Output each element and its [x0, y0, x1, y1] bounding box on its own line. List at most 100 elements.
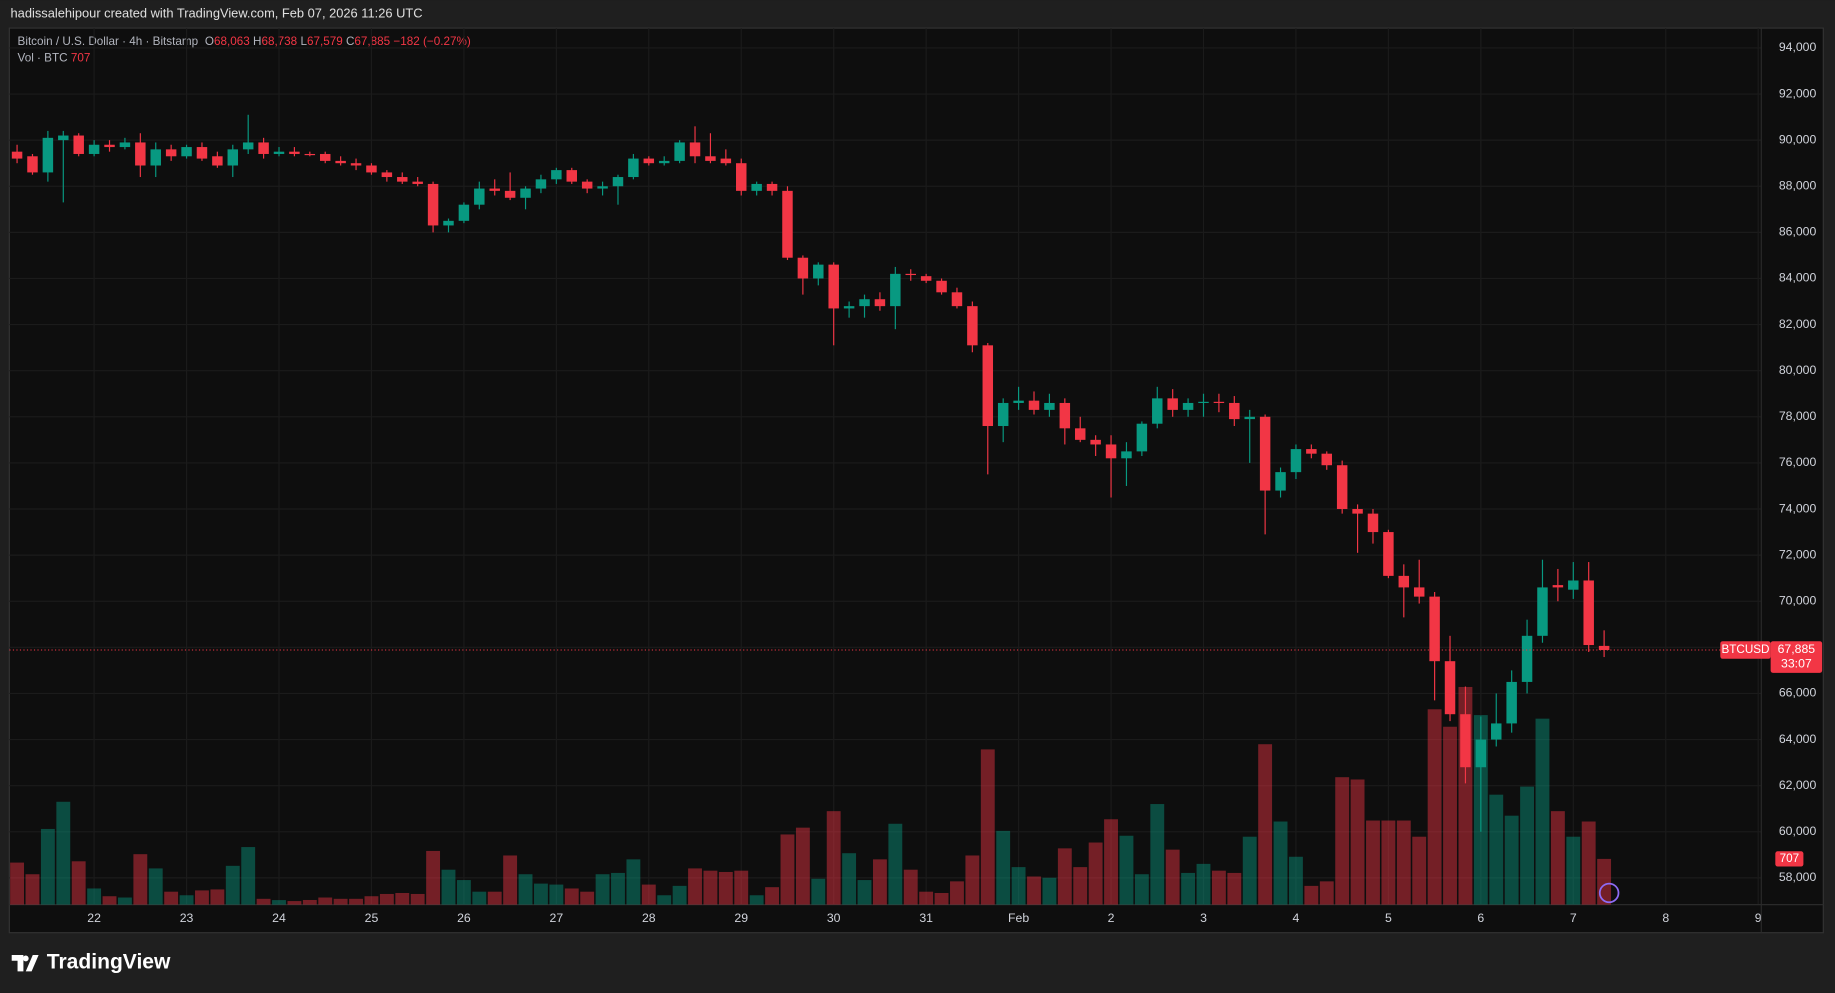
volume-bar	[1304, 885, 1319, 905]
y-tick-label: 88,000	[1779, 179, 1817, 193]
volume-bar	[1581, 821, 1596, 905]
volume-badge	[1775, 851, 1804, 867]
volume-bar	[1242, 836, 1257, 905]
volume-bar	[1381, 820, 1396, 905]
volume-bar	[1550, 811, 1565, 905]
volume-bar	[1319, 881, 1334, 905]
volume-bar	[1396, 820, 1411, 905]
y-tick-label: 64,000	[1779, 732, 1817, 746]
volume-bar	[1119, 835, 1134, 905]
x-tick-label: 27	[550, 911, 564, 925]
candle-body	[843, 306, 855, 309]
x-tick-label: 9	[1755, 911, 1762, 925]
y-tick-label: 84,000	[1779, 271, 1817, 285]
candle-body	[104, 144, 115, 148]
countdown-text: 33:07	[1781, 656, 1812, 670]
volume-bar	[1150, 804, 1165, 905]
assistant-icon[interactable]	[1598, 882, 1620, 904]
candle-body	[581, 181, 593, 189]
volume-bar	[1427, 709, 1442, 905]
volume-bar	[1504, 815, 1519, 905]
candle-body	[766, 183, 778, 191]
assistant-circle[interactable]	[1598, 882, 1620, 904]
candle-body	[73, 135, 84, 154]
volume-bar	[241, 847, 256, 905]
candle-body	[936, 280, 947, 293]
candle-body	[628, 158, 639, 178]
candle-body	[242, 142, 254, 150]
candle-body	[289, 151, 300, 154]
volume-bar	[102, 896, 117, 905]
candle-body	[751, 183, 762, 191]
candle-body	[1413, 587, 1425, 597]
volume-bar	[318, 897, 333, 905]
volume-bar	[765, 887, 780, 905]
candle-body	[1167, 398, 1178, 410]
candle-body	[1460, 714, 1471, 768]
volume-bar	[919, 891, 934, 905]
x-tick-label: 6	[1477, 911, 1484, 925]
volume-bar	[626, 859, 641, 905]
candle-body	[1383, 532, 1394, 576]
candle-body	[1290, 449, 1302, 473]
candle-body	[1121, 451, 1132, 459]
volume-bar	[580, 891, 595, 905]
candle-body	[181, 147, 192, 157]
volume-bar	[611, 872, 625, 905]
volume-bar	[302, 899, 317, 905]
candle-body	[1598, 645, 1610, 650]
volume-bar	[1366, 820, 1380, 905]
candle-body	[366, 165, 377, 173]
candle-body	[997, 402, 1009, 427]
price-badge-text: 67,885	[1778, 642, 1816, 656]
volume-bar	[364, 896, 379, 905]
volume-bar	[210, 889, 225, 905]
candle-body	[813, 264, 824, 279]
candle-body	[1444, 661, 1456, 715]
volume-bar	[842, 853, 857, 905]
o-label: O	[205, 35, 214, 48]
candle-body	[135, 142, 146, 166]
volume-bar	[272, 900, 286, 905]
volume-bar	[1027, 876, 1041, 905]
volume-bar	[195, 890, 209, 905]
caption: hadissalehipour created with TradingView…	[11, 5, 423, 20]
x-tick-label: 3	[1200, 911, 1207, 925]
x-tick-label: Feb	[1008, 911, 1029, 925]
candle-body	[890, 273, 901, 307]
candle-body	[1583, 580, 1594, 646]
volume-bar	[1597, 858, 1612, 905]
volume-bar	[795, 827, 810, 905]
volume-bar	[349, 898, 363, 905]
volume-bar	[1011, 867, 1026, 905]
volume-bar	[426, 850, 441, 905]
candle-body	[689, 142, 701, 157]
volume-bar	[888, 823, 903, 905]
candle-body	[1198, 401, 1209, 403]
candle-body	[58, 135, 69, 141]
candle-body	[1537, 587, 1548, 636]
volume-bar	[641, 884, 656, 905]
y-tick-label: 74,000	[1779, 501, 1817, 515]
candle-body	[1429, 596, 1440, 662]
volume-bar	[857, 880, 872, 905]
volume-bar	[395, 892, 410, 905]
volume-bar	[1350, 779, 1365, 905]
candle-body	[643, 158, 655, 164]
volume-bar	[1181, 872, 1196, 905]
volume-bar	[225, 865, 240, 905]
y-tick-label: 60,000	[1779, 824, 1817, 838]
h-label: H	[253, 35, 261, 48]
volume-bar	[1535, 718, 1550, 905]
price-badge	[1770, 641, 1823, 673]
candle-body	[350, 163, 362, 166]
candle-body	[920, 276, 932, 281]
x-tick-label: 7	[1570, 911, 1577, 925]
volume-bar	[503, 855, 518, 905]
candle-body	[319, 153, 331, 161]
x-tick-label: 26	[457, 911, 471, 925]
y-tick-label: 58,000	[1779, 870, 1817, 884]
candle-body	[1568, 580, 1579, 590]
volume-bar	[1073, 867, 1088, 905]
